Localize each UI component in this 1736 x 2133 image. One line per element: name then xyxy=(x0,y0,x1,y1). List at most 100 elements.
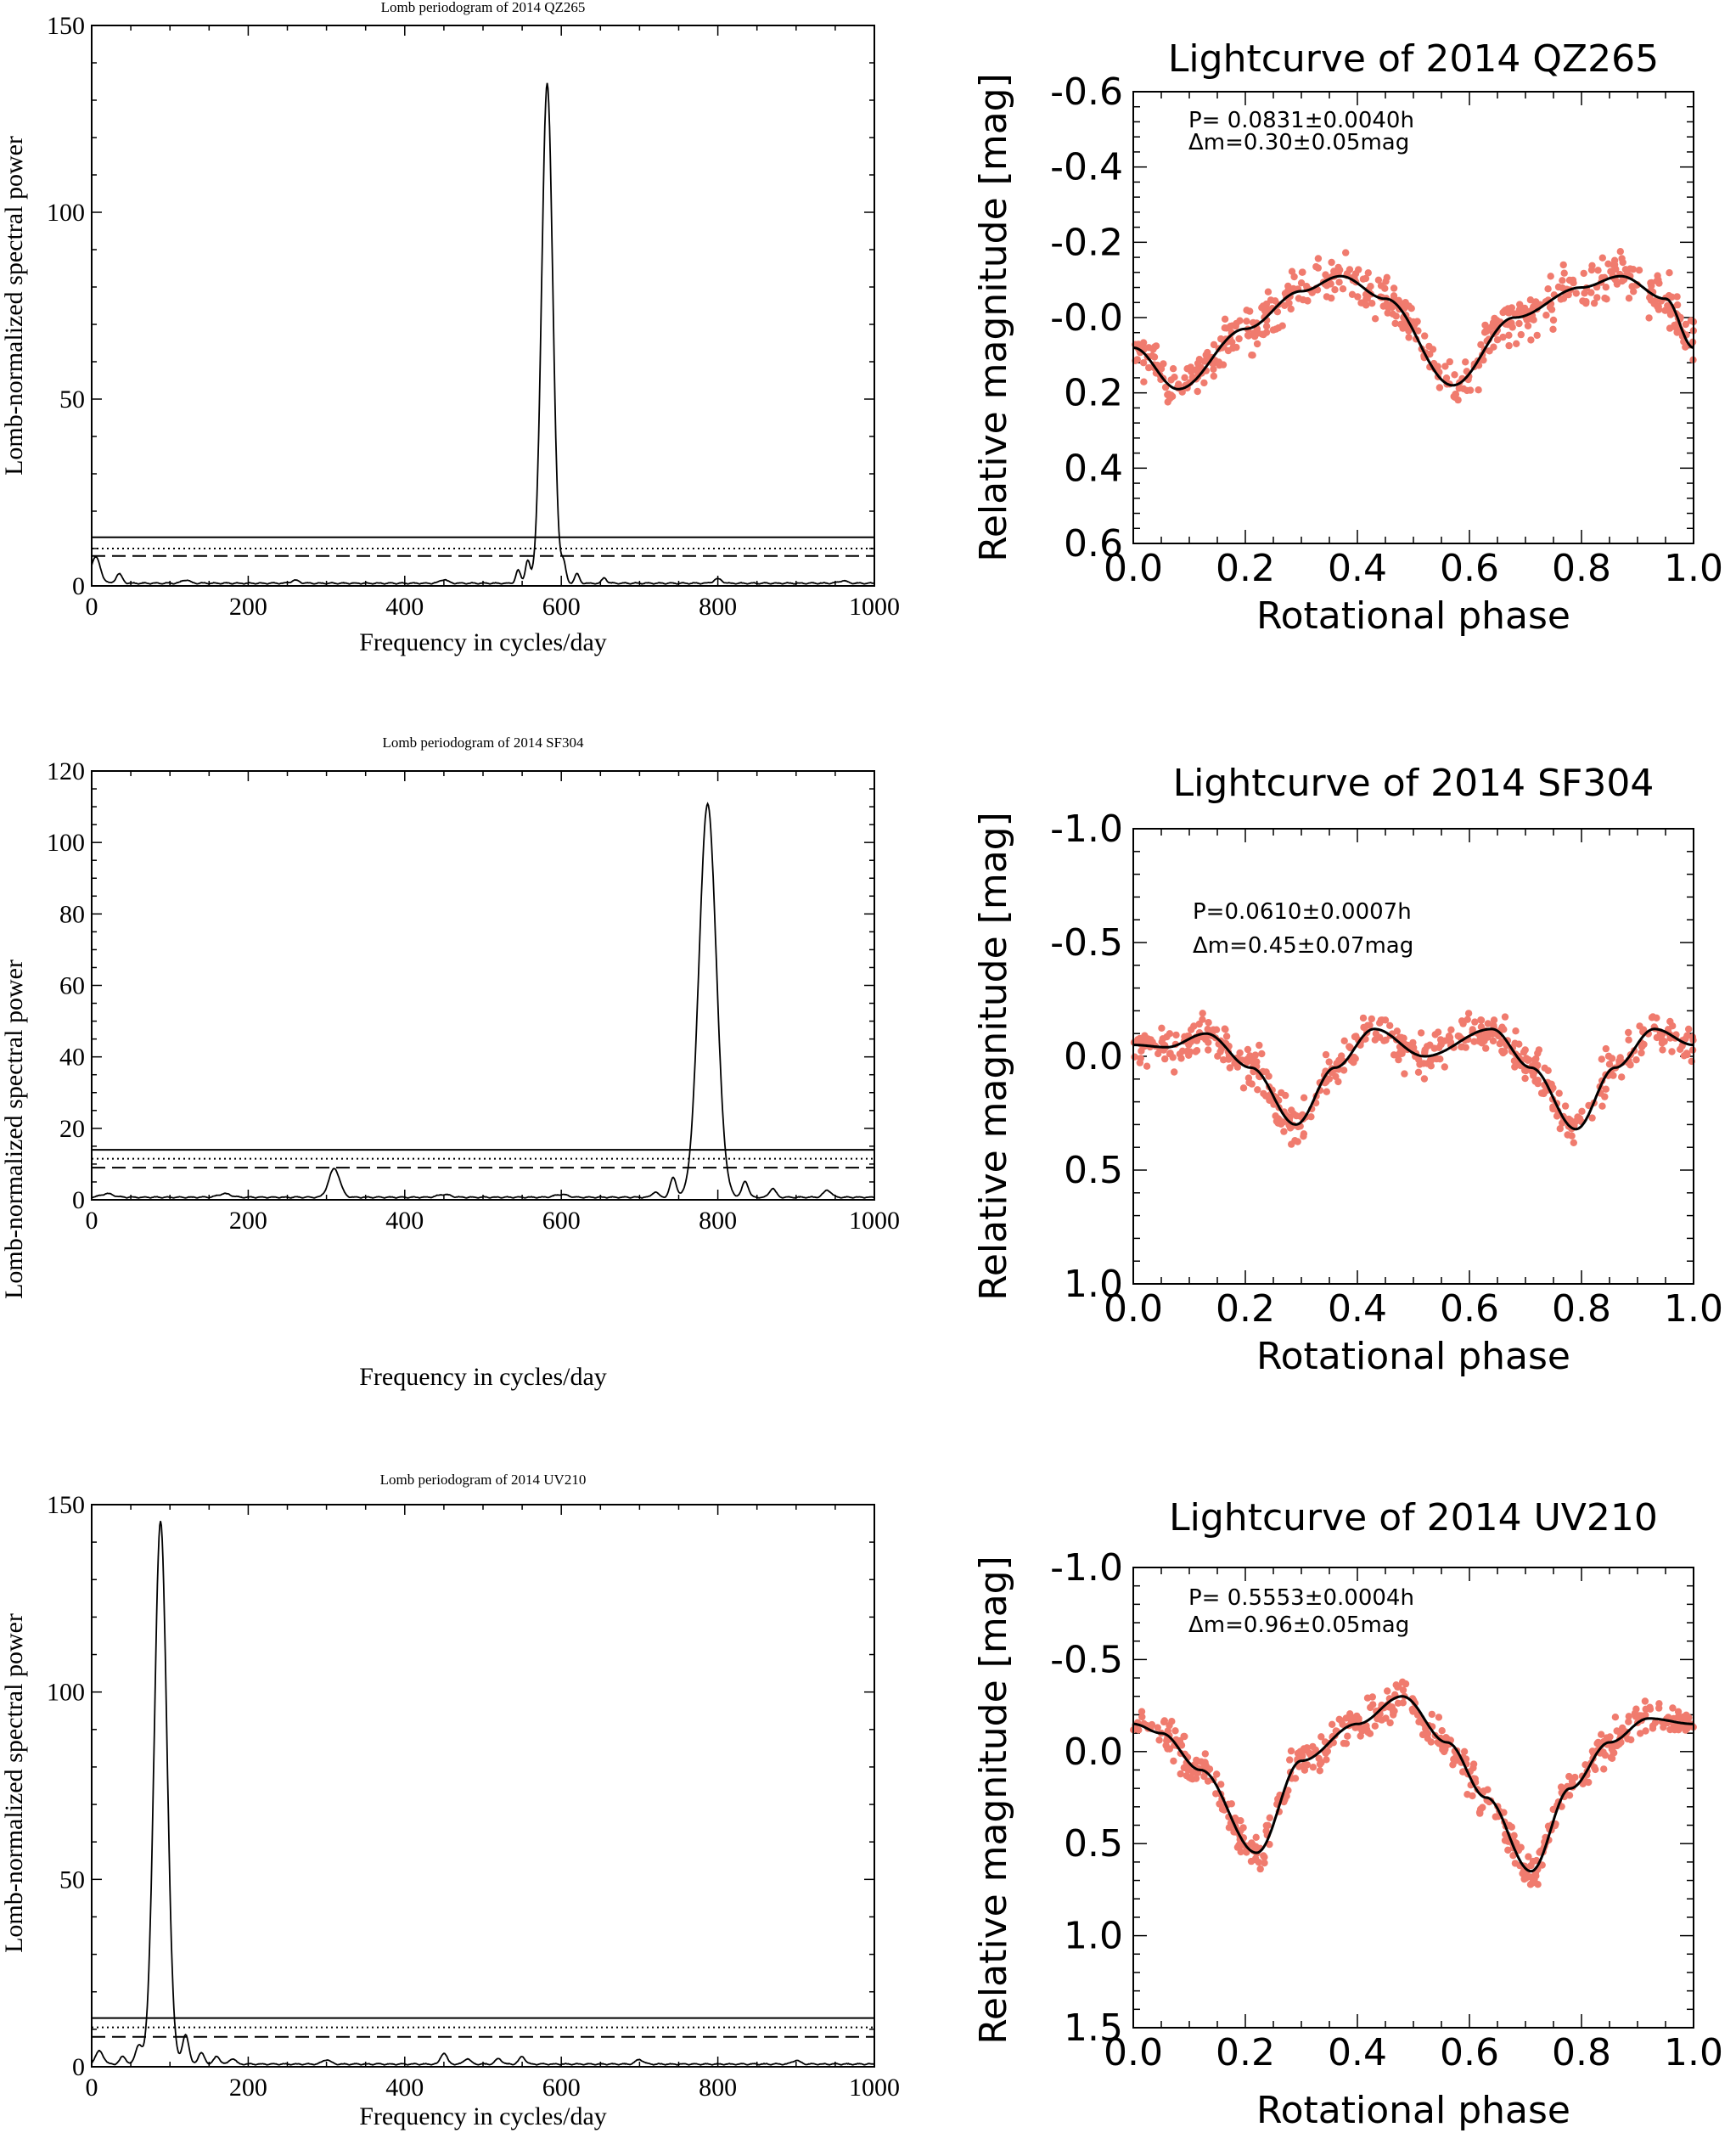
data-point xyxy=(1382,1714,1390,1722)
data-point xyxy=(1442,374,1451,382)
data-point xyxy=(1386,1719,1394,1727)
data-point xyxy=(1449,1761,1457,1769)
x-tick-label: 600 xyxy=(542,2074,581,2102)
x-tick-label: 800 xyxy=(699,2074,737,2102)
y-tick-label: 80 xyxy=(59,900,85,928)
data-point xyxy=(1294,1138,1301,1145)
data-point xyxy=(1477,1023,1486,1031)
data-point xyxy=(1511,1039,1519,1047)
data-point xyxy=(1632,1705,1640,1713)
x-tick-label: 800 xyxy=(699,1207,737,1235)
data-point xyxy=(1506,308,1514,317)
data-point xyxy=(1636,1022,1643,1030)
data-point xyxy=(1477,1016,1485,1024)
data-point xyxy=(1568,1777,1576,1786)
x-tick-label: 0 xyxy=(86,1207,98,1235)
data-point xyxy=(1251,1051,1259,1059)
x-tick-label: 0.6 xyxy=(1440,1287,1499,1331)
data-point xyxy=(1217,1781,1225,1788)
data-point xyxy=(1335,279,1343,286)
data-point xyxy=(1346,266,1354,273)
data-point xyxy=(1533,331,1541,340)
data-point xyxy=(1665,292,1673,300)
data-point xyxy=(1262,1821,1270,1830)
data-point xyxy=(1590,299,1598,307)
lightcurve-panel-uv210: Lightcurve of 2014 UV210 Rotational phas… xyxy=(900,1460,1736,2133)
data-point xyxy=(1511,310,1519,318)
x-tick-label: 1.0 xyxy=(1664,547,1723,590)
data-point xyxy=(1542,312,1550,319)
data-point xyxy=(1610,261,1617,269)
data-point xyxy=(1525,1853,1532,1860)
y-axis-label: Relative magnitude [mag] xyxy=(972,812,1015,1301)
y-tick-label: 0.0 xyxy=(1064,1035,1123,1078)
data-point xyxy=(1559,277,1566,284)
data-point xyxy=(1428,1710,1435,1719)
x-tick-label: 0.2 xyxy=(1216,547,1275,590)
y-tick-label: 0.0 xyxy=(1064,1731,1123,1774)
x-tick-label: 1000 xyxy=(849,593,900,621)
x-tick-label: 0.6 xyxy=(1440,547,1499,590)
data-point xyxy=(1500,1026,1508,1033)
data-point xyxy=(1323,1747,1331,1755)
data-point xyxy=(1421,332,1429,340)
data-point xyxy=(1395,296,1402,304)
data-point xyxy=(1659,1038,1666,1046)
data-point xyxy=(1346,1044,1354,1051)
data-point xyxy=(1462,358,1469,366)
x-axis-label: Frequency in cycles/day xyxy=(359,2102,607,2130)
data-point xyxy=(1252,1833,1260,1841)
data-point xyxy=(1262,1827,1270,1835)
data-point xyxy=(1580,269,1587,278)
x-axis-label: Rotational phase xyxy=(1256,594,1570,638)
data-point xyxy=(1286,1756,1294,1764)
data-point xyxy=(1441,1746,1449,1753)
data-point xyxy=(1389,310,1396,318)
data-point xyxy=(1355,1714,1362,1723)
data-point xyxy=(1666,1017,1674,1026)
data-point xyxy=(1435,1714,1443,1721)
data-point xyxy=(1163,1033,1171,1041)
data-point xyxy=(1158,1024,1166,1032)
data-point xyxy=(1287,1747,1295,1755)
data-point xyxy=(1606,1733,1614,1741)
data-point xyxy=(1388,1705,1396,1713)
data-point xyxy=(1340,1066,1348,1074)
data-point xyxy=(1233,319,1240,328)
data-point xyxy=(1204,1025,1211,1033)
data-point xyxy=(1144,1035,1152,1043)
data-point xyxy=(1492,317,1501,324)
data-point xyxy=(1435,384,1444,391)
data-point xyxy=(1524,322,1532,329)
data-point xyxy=(1516,301,1524,308)
data-point xyxy=(1248,1080,1256,1088)
data-point xyxy=(1312,262,1320,271)
data-point xyxy=(1574,1113,1582,1121)
data-point xyxy=(1634,1712,1643,1719)
data-point xyxy=(1131,1053,1138,1061)
data-point xyxy=(1367,283,1374,290)
data-point xyxy=(1139,359,1148,367)
data-point xyxy=(1317,1733,1325,1741)
data-point xyxy=(1441,363,1449,370)
data-point xyxy=(1143,1062,1151,1070)
data-point xyxy=(1390,284,1398,292)
data-point xyxy=(1602,284,1610,291)
data-point xyxy=(1489,1037,1497,1045)
data-point xyxy=(1648,1014,1656,1021)
x-tick-label: 1.0 xyxy=(1664,1287,1723,1331)
data-point xyxy=(1398,1678,1407,1686)
data-point xyxy=(1673,1714,1682,1721)
y-tick-label: 0 xyxy=(72,572,85,600)
data-point xyxy=(1493,336,1502,344)
data-point xyxy=(1260,1089,1267,1098)
data-point xyxy=(1281,301,1289,309)
data-point xyxy=(1331,286,1339,294)
data-point xyxy=(1340,1739,1348,1747)
data-point xyxy=(1490,1016,1498,1024)
spectrum-line xyxy=(91,1521,875,2066)
data-point xyxy=(1138,1708,1146,1715)
data-point xyxy=(1434,1028,1442,1036)
data-point xyxy=(1205,1046,1212,1054)
data-point xyxy=(1278,322,1286,329)
